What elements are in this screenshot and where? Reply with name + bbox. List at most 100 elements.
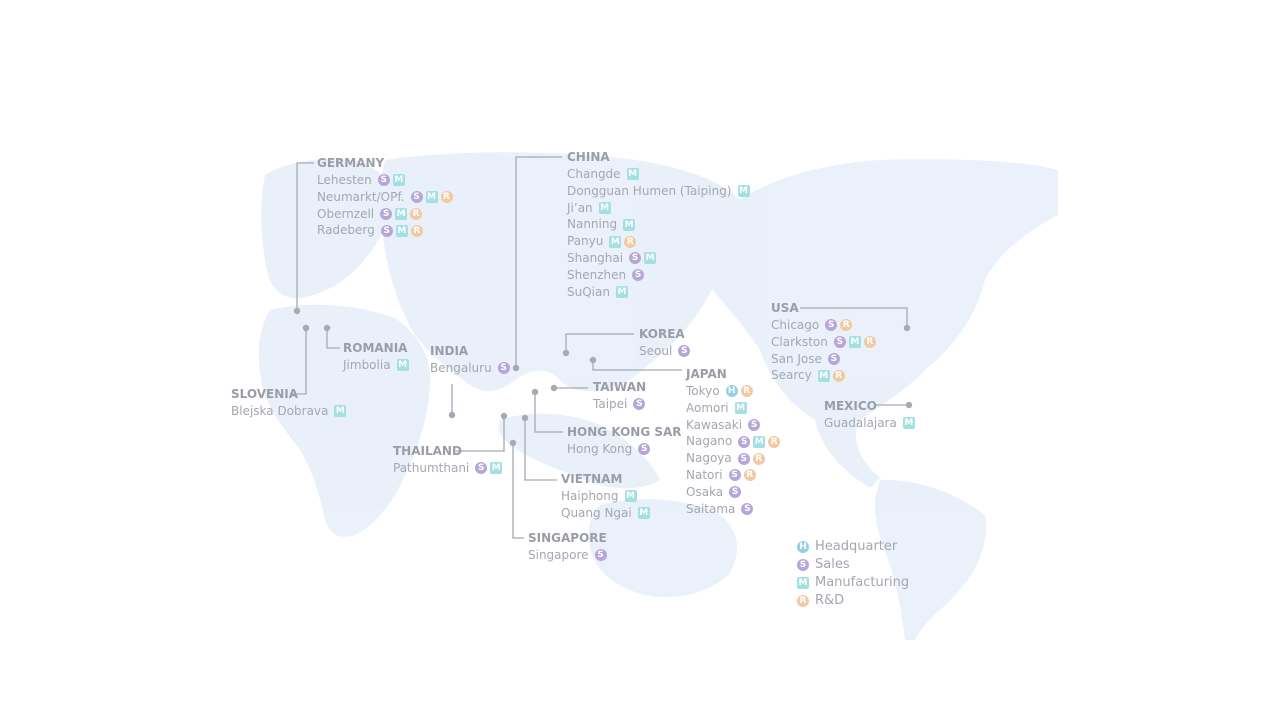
manufacturing-badge-icon: M [490,462,503,475]
north-america-landmass [695,159,1058,489]
city-row: Bengaluru S [430,360,510,377]
region-slovenia: SLOVENIA Blejska Dobrava M [231,386,347,420]
city-row: San Jose S [771,351,876,368]
usa-dot [903,324,911,332]
city-row: Kawasaki S [686,417,780,434]
region-vietnam: VIETNAM Haiphong M Quang Ngai M [561,471,650,522]
city-row: Ji’an M [567,200,750,217]
city-name: Tokyo [686,384,720,398]
country-name: USA [771,301,799,315]
city-row: Seoul S [639,343,691,360]
city-row: Searcy M R [771,367,876,384]
city-row: Pathumthani S M [393,460,503,477]
connector-lines [292,156,909,539]
manufacturing-badge-icon: M [624,490,637,503]
city-row: Singapore S [528,547,607,564]
sales-badge-icon: S [728,469,741,482]
sales-badge-icon: S [748,418,761,431]
vietnam-connector [524,418,557,481]
manufacturing-badge-icon: M [817,369,830,382]
city-name: Pathumthani [393,461,470,475]
region-mexico: MEXICO Guadalajara M [824,398,915,432]
city-row: Blejska Dobrava M [231,403,347,420]
manufacturing-badge-icon: M [598,201,611,214]
city-row: Quang Ngai M [561,505,650,522]
city-row: Obernzell S M R [317,206,453,223]
legend-item: S Sales [797,556,909,574]
germany-connector [296,162,314,311]
sales-badge-icon: S [380,224,393,237]
sales-badge-icon: S [632,269,645,282]
city-name: Lehesten [317,173,372,187]
australia-landmass [588,499,738,598]
country-name: MEXICO [824,399,877,413]
sales-badge-icon: S [497,362,510,375]
city-name: Saitama [686,501,736,516]
germany-dot [293,307,301,315]
city-name: Nagano [686,434,733,449]
city-row: Hong Kong S [567,441,682,458]
rnd-badge-icon: R [624,235,637,248]
country-name: KOREA [639,327,685,341]
manufacturing-badge-icon: M [609,235,622,248]
hongkong-dot [531,388,539,396]
manufacturing-badge-icon: M [395,224,408,237]
city-name: Shenzhen [567,267,627,282]
region-thailand: THAILAND Pathumthani S M [393,443,503,477]
city-row: Changde M [567,166,750,183]
manufacturing-badge-icon: M [637,507,650,520]
slovenia-dot [302,324,310,332]
korea-dot [562,349,570,357]
legend-label: Headquarter [815,539,898,554]
manufacturing-badge-icon: M [396,359,409,372]
asia-landmass [380,152,740,392]
region-korea: KOREA Seoul S [639,326,691,360]
manufacturing-badge-icon: M [644,252,657,265]
slovenia-connector [292,328,307,395]
city-name: San Jose [771,351,822,366]
manufacturing-badge-icon: M [797,577,809,589]
country-name: GERMANY [317,156,385,170]
city-row: Shanghai S M [567,250,750,267]
country-name: VIETNAM [561,472,623,486]
manufacturing-badge-icon: M [425,191,438,204]
country-name: HONG KONG SAR [567,425,682,439]
city-row: Haiphong M [561,488,650,505]
city-name: Dongguan Humen (Taiping) [567,183,732,198]
manufacturing-badge-icon: M [395,207,408,220]
manufacturing-badge-icon: M [848,336,861,349]
manufacturing-badge-icon: M [626,168,639,181]
city-name: Taipei [593,397,628,411]
taiwan-dot [550,384,558,392]
city-name: Quang Ngai [561,505,632,520]
sales-badge-icon: S [678,345,691,358]
rnd-badge-icon: R [768,435,781,448]
city-row: Neumarkt/OPf. S M R [317,189,453,206]
sales-badge-icon: S [633,398,646,411]
country-name: CHINA [567,150,610,164]
city-name: Chicago [771,318,820,332]
rnd-badge-icon: R [740,385,753,398]
korea-connector [565,333,634,353]
country-name: THAILAND [393,444,462,458]
city-row: Saitama S [686,501,780,518]
map-legend: H Headquarter S Sales M Manufacturing R R&D [797,538,909,610]
city-row: Osaka S [686,484,780,501]
region-china: CHINA Changde M Dongguan Humen (Taiping) M Ji… [567,149,750,300]
sales-badge-icon: S [638,443,651,456]
city-row: Aomori M [686,400,780,417]
rnd-badge-icon: R [410,207,423,220]
country-name: TAIWAN [593,380,647,394]
headquarter-badge-icon: H [797,541,809,553]
legend-item: R R&D [797,592,909,610]
manufacturing-badge-icon: M [753,435,766,448]
sales-badge-icon: S [475,462,488,475]
sales-badge-icon: S [410,191,423,204]
city-name: Shanghai [567,250,624,265]
city-name: Clarkston [771,334,828,349]
hongkong-connector [534,392,563,433]
country-name: JAPAN [686,367,727,381]
japan-connector [592,360,682,371]
romania-connector [326,328,340,349]
